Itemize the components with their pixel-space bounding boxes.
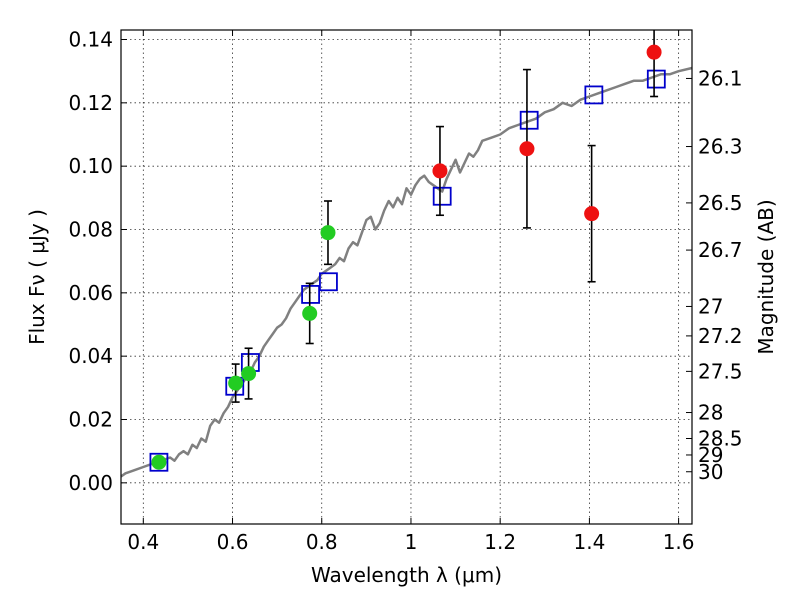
y-tick-label: 0.02 bbox=[68, 408, 113, 432]
right-tick-label: 26.7 bbox=[698, 238, 743, 262]
x-tick-label: 1 bbox=[405, 530, 418, 554]
circle-marker bbox=[320, 225, 336, 241]
right-tick-label: 26.3 bbox=[698, 135, 743, 159]
plot-frame bbox=[120, 29, 693, 525]
circle-marker bbox=[519, 141, 535, 157]
right-tick-label: 27 bbox=[698, 294, 723, 318]
circle-marker bbox=[432, 163, 448, 179]
circle-marker bbox=[241, 366, 257, 382]
y-tick-label: 0.08 bbox=[68, 218, 113, 242]
x-axis-label: Wavelength λ (μm) bbox=[311, 563, 502, 587]
right-tick-label: 27.5 bbox=[698, 359, 743, 383]
x-tick-label: 0.8 bbox=[306, 530, 338, 554]
right-tick-label: 29 bbox=[698, 443, 723, 467]
x-tick-label: 1.6 bbox=[663, 530, 695, 554]
x-axis: 0.4 0.6 0.8 1 1.2 1.4 1.6 bbox=[127, 30, 695, 554]
y-axis-label: Flux Fν ( μJy ) bbox=[25, 209, 49, 345]
square-marker bbox=[646, 69, 666, 89]
y-tick-label: 0.04 bbox=[68, 344, 113, 368]
circle-marker bbox=[228, 375, 244, 391]
model-spectrum-line bbox=[120, 66, 693, 478]
circle-marker bbox=[302, 305, 318, 321]
square-marker bbox=[519, 110, 539, 130]
circle-marker bbox=[584, 206, 600, 222]
square-marker bbox=[149, 452, 169, 472]
right-tick-label: 28 bbox=[698, 401, 723, 425]
circle-marker bbox=[151, 454, 167, 470]
x-tick-label: 1.2 bbox=[484, 530, 516, 554]
y-tick-label: 0.06 bbox=[68, 281, 113, 305]
right-tick-label: 26.5 bbox=[698, 191, 743, 215]
right-axis-label: Magnitude (AB) bbox=[754, 199, 778, 354]
square-marker bbox=[432, 186, 452, 206]
square-marker bbox=[319, 272, 338, 292]
y-axis: 0.00 0.02 0.04 0.06 0.08 0.10 0.12 0.14 bbox=[68, 28, 127, 495]
y-tick-label: 0.00 bbox=[68, 471, 113, 495]
x-tick-label: 1.4 bbox=[573, 530, 605, 554]
right-tick-label: 30 bbox=[698, 460, 723, 484]
y-tick-label: 0.12 bbox=[68, 91, 113, 115]
grid bbox=[121, 30, 692, 524]
y-tick-label: 0.10 bbox=[68, 154, 113, 178]
x-tick-label: 0.6 bbox=[217, 530, 249, 554]
square-marker bbox=[584, 85, 604, 105]
y-tick-label: 0.14 bbox=[68, 28, 113, 52]
right-tick-label: 27.2 bbox=[698, 324, 743, 348]
right-tick-label: 26.1 bbox=[698, 66, 743, 90]
square-marker bbox=[301, 285, 320, 304]
series-layer bbox=[120, 30, 693, 478]
right-tick-label: 28.5 bbox=[698, 427, 743, 451]
circle-marker bbox=[646, 44, 662, 60]
x-tick-label: 0.4 bbox=[127, 530, 159, 554]
